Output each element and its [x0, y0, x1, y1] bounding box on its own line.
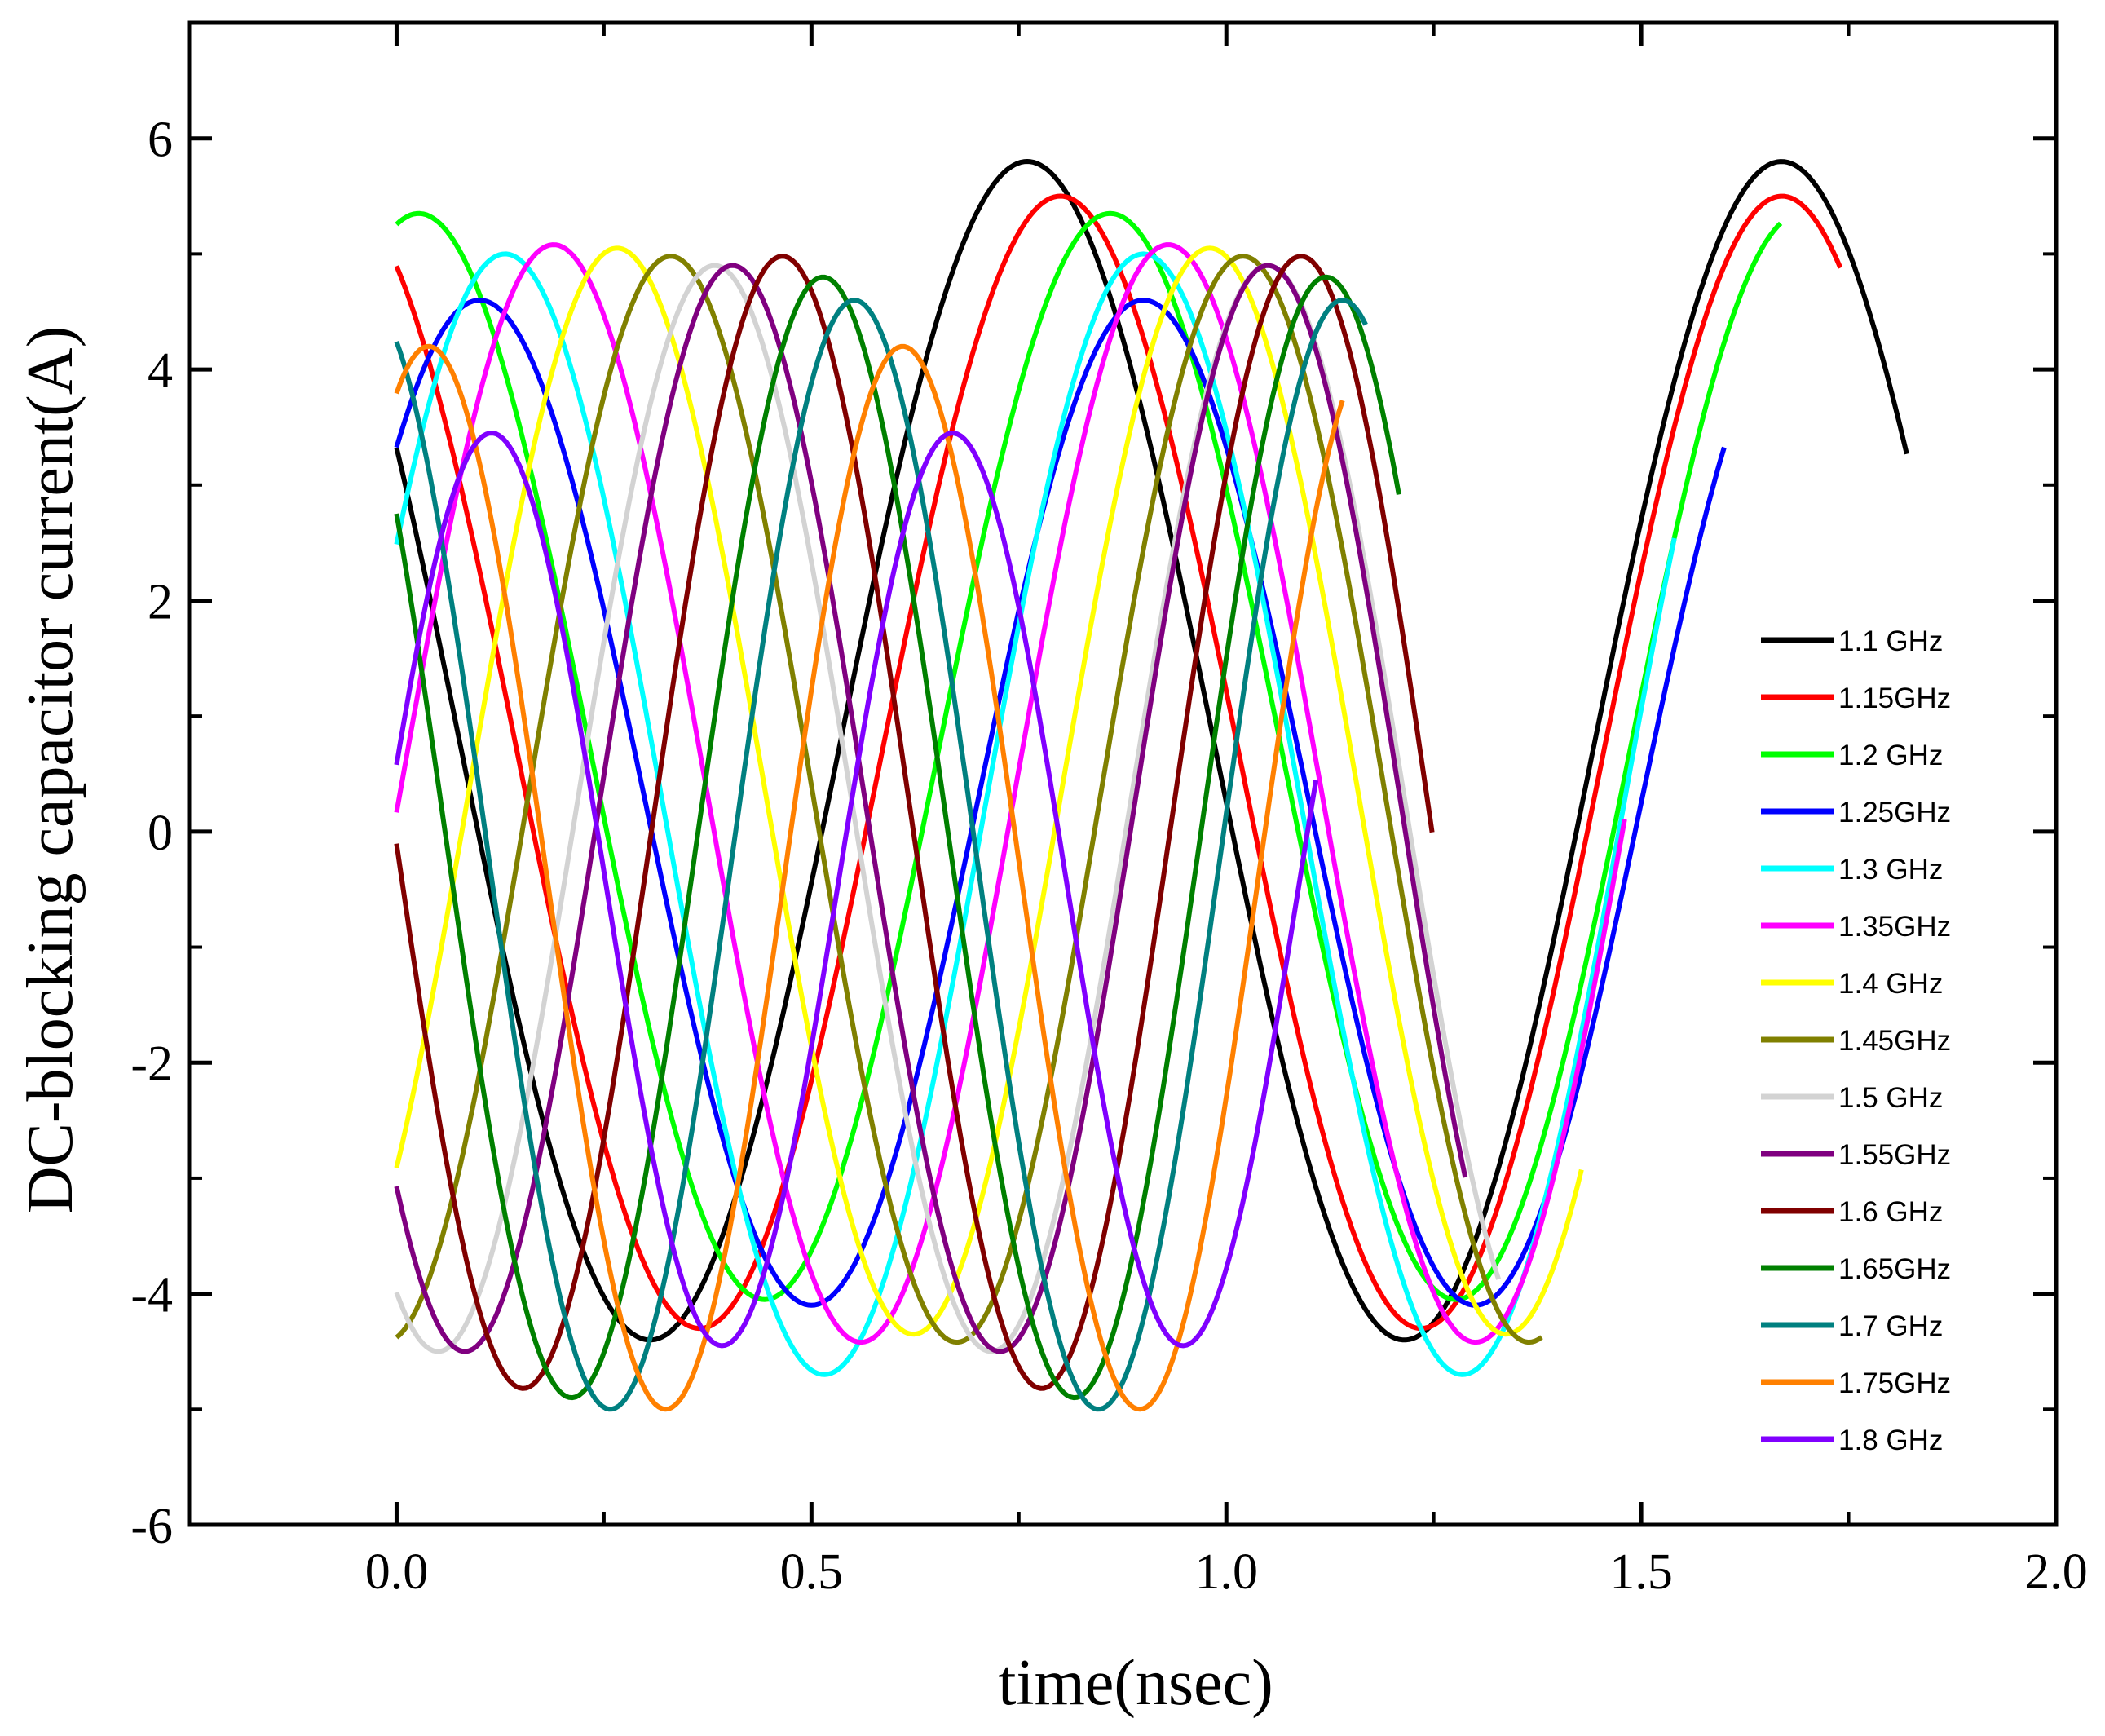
y-axis-title: DC-blocking capacitor current(A)	[15, 326, 86, 1213]
x-tick-label: 2.0	[2024, 1544, 2088, 1600]
legend-label: 1.5 GHz	[1838, 1082, 1943, 1114]
legend-label: 1.3 GHz	[1838, 854, 1943, 886]
y-tick-label: 4	[148, 343, 173, 399]
series-line	[394, 263, 1468, 1354]
legend-label: 1.4 GHz	[1838, 968, 1943, 1000]
series-line	[394, 298, 1368, 1412]
y-tick-label: 2	[148, 574, 173, 629]
y-tick-label: 0	[148, 806, 173, 861]
legend-label: 1.6 GHz	[1838, 1196, 1943, 1228]
legend-label: 1.15GHz	[1838, 682, 1951, 714]
y-tick-label: -6	[130, 1499, 173, 1554]
legend-label: 1.45GHz	[1838, 1025, 1951, 1057]
x-tick-label: 1.5	[1609, 1544, 1673, 1600]
x-tick-label: 0.0	[365, 1544, 429, 1600]
legend: 1.1 GHz 1.15GHz 1.2 GHz 1.25GHz 1.3 GHz 1.35G…	[1761, 625, 1951, 1456]
series-line	[394, 245, 1584, 1337]
legend-label: 1.55GHz	[1838, 1139, 1951, 1171]
series-line	[394, 254, 1435, 1391]
legend-label: 1.25GHz	[1838, 797, 1951, 828]
series-line	[394, 251, 1677, 1377]
legend-label: 1.35GHz	[1838, 911, 1951, 943]
y-tick-label: 6	[148, 113, 173, 168]
plot-frame	[187, 20, 2059, 1527]
legend-label: 1.75GHz	[1838, 1367, 1951, 1399]
x-axis-title: time(nsec)	[998, 1647, 1273, 1719]
x-tick-label: 0.5	[780, 1544, 844, 1600]
legend-label: 1.8 GHz	[1838, 1425, 1943, 1456]
series-layer	[394, 159, 1909, 1412]
y-tick-label: -4	[130, 1268, 173, 1323]
y-tick-label: -2	[130, 1036, 173, 1092]
legend-label: 1.65GHz	[1838, 1253, 1951, 1285]
series-line	[395, 210, 1783, 1302]
legend-label: 1.2 GHz	[1838, 740, 1943, 771]
series-line	[394, 343, 1345, 1412]
legend-label: 1.7 GHz	[1838, 1310, 1943, 1342]
ticks-layer: 0.0 0.5 1.0 1.5 2.0 -6 -4 -2 0 2 4 6	[130, 21, 2088, 1600]
legend-label: 1.1 GHz	[1838, 625, 1943, 657]
series-line	[394, 431, 1319, 1349]
series-line	[394, 274, 1401, 1401]
x-tick-label: 1.0	[1194, 1544, 1258, 1600]
